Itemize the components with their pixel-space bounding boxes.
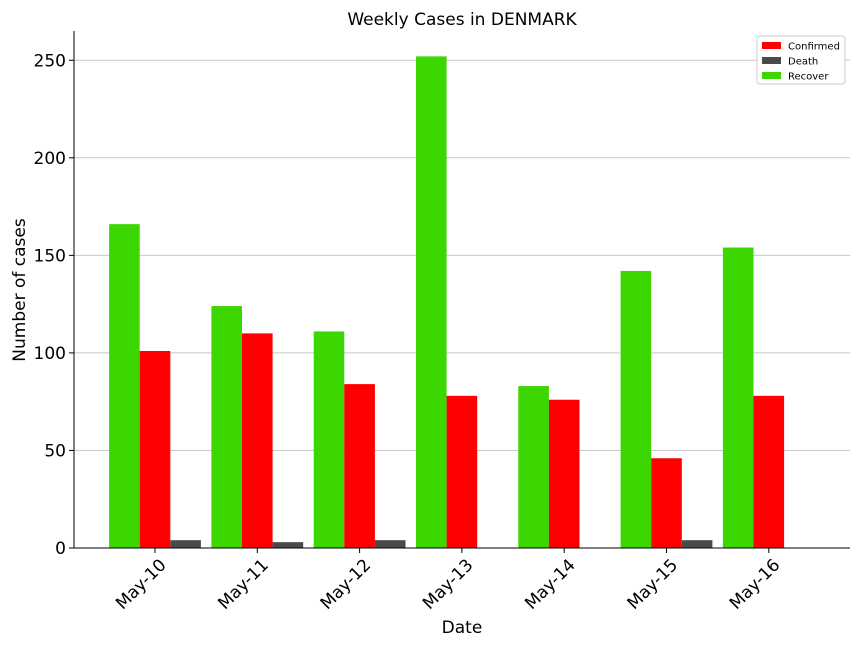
bar-recover-may-10 bbox=[109, 224, 140, 548]
bar-recover-may-15 bbox=[620, 270, 652, 548]
legend-label-confirmed: Confirmed bbox=[788, 42, 840, 53]
legend: Confirmed Death Recover bbox=[756, 35, 846, 85]
chart-title: Weekly Cases in DENMARK bbox=[347, 10, 577, 30]
legend-swatch-recover bbox=[762, 72, 781, 79]
y-tick-label: 250 bbox=[34, 51, 66, 71]
bar-recover-may-12 bbox=[313, 331, 345, 548]
legend-label-death: Death bbox=[788, 57, 818, 68]
x-tick-label: May-15 bbox=[624, 555, 682, 613]
bar-confirmed-may-11 bbox=[242, 333, 273, 548]
bar-confirmed-may-13 bbox=[446, 395, 478, 548]
bar-recover-may-14 bbox=[518, 386, 549, 548]
y-tick-label: 150 bbox=[34, 246, 66, 266]
bar-confirmed-may-16 bbox=[753, 395, 785, 548]
bar-confirmed-may-15 bbox=[651, 458, 682, 548]
x-tick-label: May-10 bbox=[112, 555, 170, 613]
x-tick-label: May-16 bbox=[726, 555, 784, 613]
bar-confirmed-may-10 bbox=[139, 350, 171, 548]
y-tick-label: 100 bbox=[34, 344, 66, 364]
bar-death-may-11 bbox=[272, 542, 304, 548]
bar-death-may-10 bbox=[170, 540, 201, 548]
y-tick-label: 0 bbox=[55, 539, 66, 559]
legend-swatch-confirmed bbox=[762, 42, 781, 49]
bar-recover-may-16 bbox=[722, 247, 754, 548]
bar-confirmed-may-14 bbox=[548, 399, 580, 548]
y-axis-label: Number of cases bbox=[10, 218, 30, 362]
x-axis-label: Date bbox=[442, 618, 483, 638]
y-tick-label: 200 bbox=[34, 149, 66, 169]
x-tick-label: May-13 bbox=[419, 555, 477, 613]
grid-lines bbox=[74, 59, 850, 451]
legend-label-recover: Recover bbox=[788, 72, 829, 83]
x-tick-label: May-11 bbox=[214, 555, 272, 613]
y-tick-label: 50 bbox=[44, 441, 66, 461]
bar-death-may-12 bbox=[374, 540, 406, 548]
bar-death-may-15 bbox=[681, 540, 713, 548]
bars bbox=[109, 56, 785, 548]
bar-recover-may-13 bbox=[416, 56, 447, 548]
bar-confirmed-may-12 bbox=[344, 384, 375, 548]
bar-recover-may-11 bbox=[211, 306, 242, 548]
legend-swatch-death bbox=[762, 57, 781, 64]
x-tick-label: May-14 bbox=[521, 555, 579, 613]
x-tick-label: May-12 bbox=[317, 555, 375, 613]
